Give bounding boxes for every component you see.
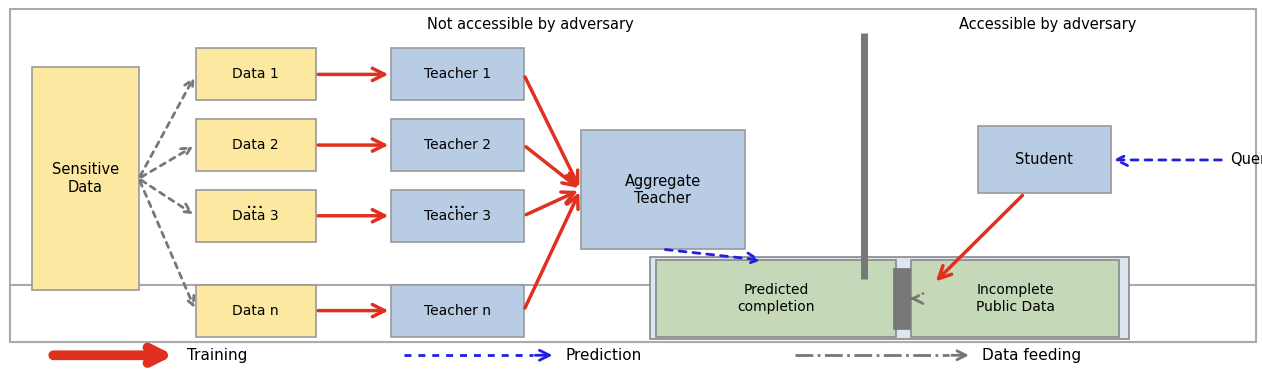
Text: Aggregate
Teacher: Aggregate Teacher: [625, 173, 700, 206]
Text: Sensitive
Data: Sensitive Data: [52, 162, 119, 195]
FancyBboxPatch shape: [391, 48, 524, 100]
FancyBboxPatch shape: [32, 67, 139, 290]
Text: Training: Training: [187, 348, 247, 363]
Text: Prediction: Prediction: [565, 348, 641, 363]
Text: ...: ...: [448, 193, 467, 212]
Text: Incomplete
Public Data: Incomplete Public Data: [976, 283, 1055, 314]
Text: Data 2: Data 2: [232, 138, 279, 152]
Text: Teacher 2: Teacher 2: [424, 138, 491, 152]
FancyBboxPatch shape: [911, 260, 1119, 337]
FancyBboxPatch shape: [391, 119, 524, 171]
FancyBboxPatch shape: [196, 48, 316, 100]
FancyBboxPatch shape: [391, 285, 524, 337]
Text: Data feeding: Data feeding: [982, 348, 1082, 363]
FancyBboxPatch shape: [391, 190, 524, 242]
Text: Not accessible by adversary: Not accessible by adversary: [427, 17, 634, 32]
Text: Student: Student: [1016, 153, 1073, 167]
Text: Data 3: Data 3: [232, 209, 279, 223]
FancyBboxPatch shape: [10, 285, 1256, 342]
Text: Data 1: Data 1: [232, 67, 279, 81]
FancyBboxPatch shape: [10, 9, 1256, 342]
FancyBboxPatch shape: [656, 260, 896, 337]
FancyBboxPatch shape: [650, 257, 1129, 339]
Text: ...: ...: [246, 193, 265, 212]
Text: Teacher n: Teacher n: [424, 304, 491, 318]
FancyBboxPatch shape: [196, 285, 316, 337]
FancyBboxPatch shape: [893, 268, 910, 329]
Text: Predicted
completion: Predicted completion: [737, 283, 815, 314]
Text: Teacher 1: Teacher 1: [424, 67, 491, 81]
FancyBboxPatch shape: [196, 190, 316, 242]
FancyBboxPatch shape: [978, 126, 1111, 193]
Text: Accessible by adversary: Accessible by adversary: [959, 17, 1136, 32]
FancyBboxPatch shape: [196, 119, 316, 171]
Text: Queries: Queries: [1230, 153, 1262, 167]
Text: Data n: Data n: [232, 304, 279, 318]
FancyBboxPatch shape: [581, 130, 745, 249]
Text: Teacher 3: Teacher 3: [424, 209, 491, 223]
